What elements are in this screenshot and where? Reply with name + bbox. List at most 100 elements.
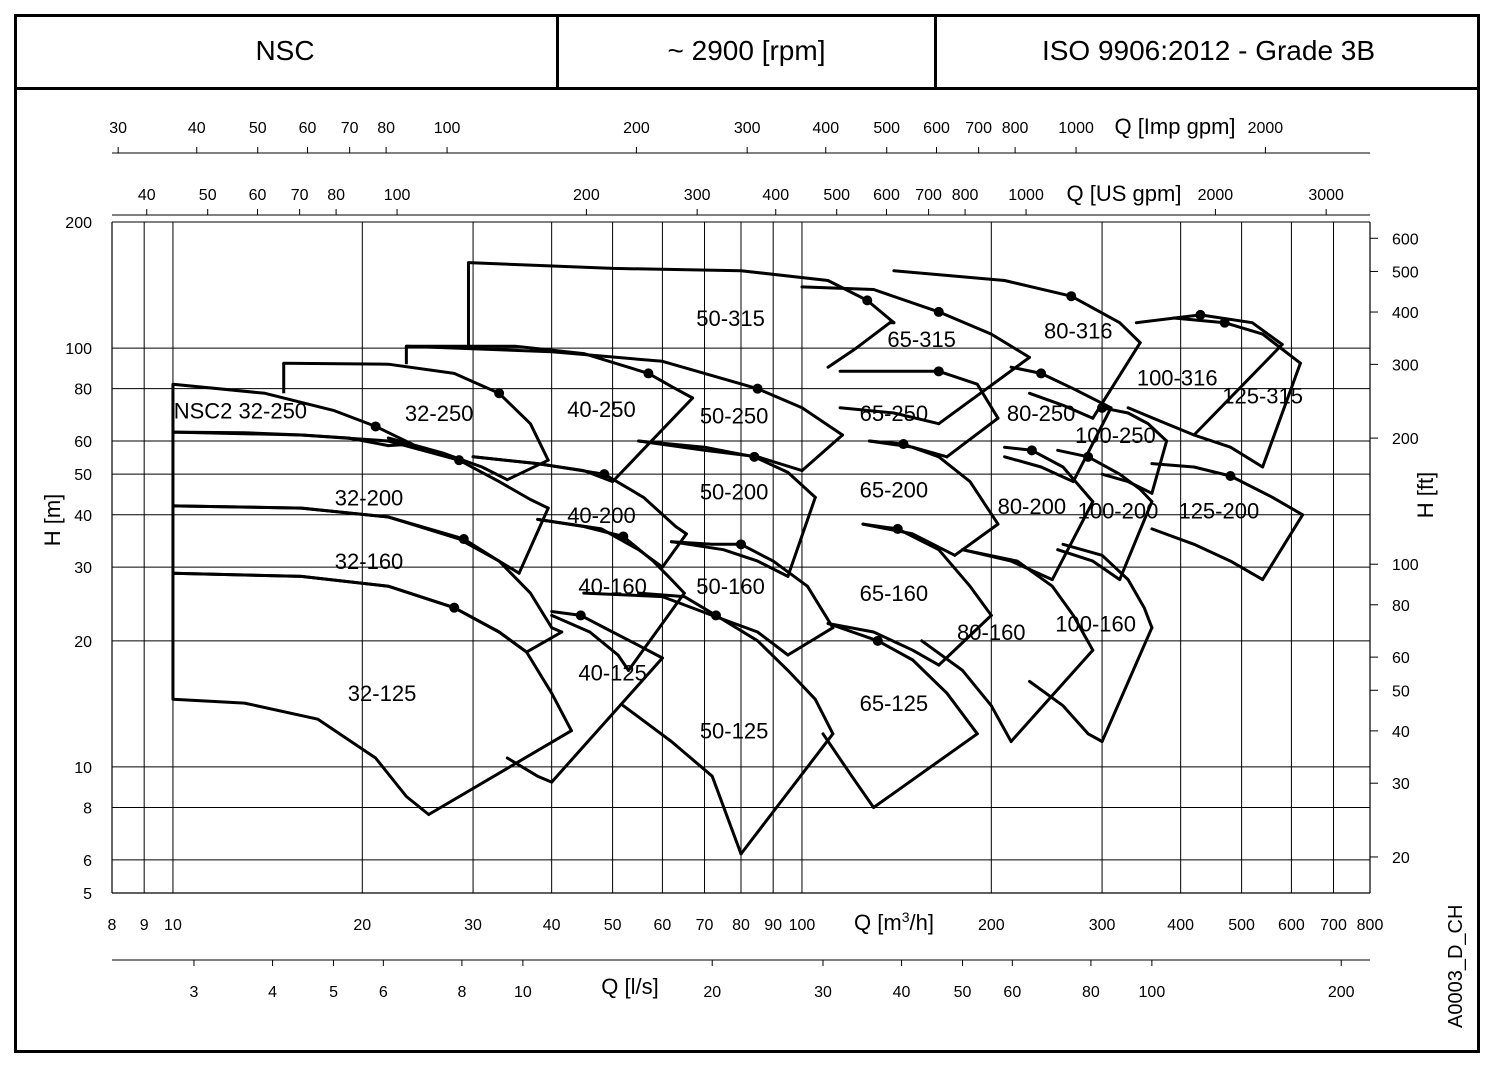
- x-tick-label: 300: [1089, 917, 1116, 934]
- curve-min-impeller: [920, 639, 1013, 743]
- bep-dot: [1036, 368, 1047, 379]
- curve-min-impeller: [1003, 455, 1075, 484]
- bep-dot: [862, 295, 873, 306]
- pump-curve-65-160: [826, 522, 993, 667]
- pump-label: 50-250: [700, 404, 769, 429]
- us_gpm-tick-label: 1000: [1008, 187, 1044, 204]
- pump-label: 50-160: [696, 574, 765, 599]
- us_gpm-tick-label: 2000: [1198, 187, 1234, 204]
- us_gpm-tick-label: 70: [291, 187, 309, 204]
- pump-curve-32-125: [171, 571, 573, 816]
- imp_gpm-tick-label: 30: [109, 120, 127, 137]
- curve-min-impeller: [1100, 472, 1154, 495]
- pump-label: 65-125: [860, 691, 929, 716]
- chart-frame: [14, 14, 1480, 1053]
- pump-curve-32-160: [171, 504, 564, 654]
- x-tick-label: 9: [140, 917, 149, 934]
- pump-curve-40-125: [505, 610, 664, 784]
- header-speed: ~ 2900 [rpm]: [559, 14, 937, 90]
- pump-curve-100-200: [1056, 448, 1154, 582]
- curve-min-impeller: [505, 756, 554, 784]
- x-axis-title: Q [m3/h]: [854, 909, 934, 935]
- pump-curve-50-125: [621, 591, 835, 856]
- l_s-tick-label: 20: [703, 984, 721, 1001]
- curve-min-impeller: [826, 321, 892, 369]
- bep-dot: [892, 523, 903, 534]
- bep-dot: [736, 539, 746, 550]
- pump-label: 80-316: [1044, 319, 1113, 344]
- curve-closure: [1261, 513, 1305, 582]
- axes: 8 9 10 20 30 40 50 60 70 80 90 100 200 300 400 500 600 70…: [40, 114, 1438, 1001]
- pump-label: 32-160: [335, 549, 404, 574]
- us_gpm-tick-label: 80: [327, 187, 345, 204]
- imp_gpm-axis-title: Q [Imp gpm]: [1114, 114, 1235, 139]
- x-tick-label: 100: [789, 917, 816, 934]
- curve-max-impeller: [171, 504, 564, 634]
- pump-label: 40-160: [578, 574, 647, 599]
- curve-max-impeller: [404, 344, 695, 400]
- curve-closure: [1071, 406, 1113, 484]
- l_s-tick-label: 100: [1139, 984, 1166, 1001]
- pump-label: 32-200: [335, 485, 404, 510]
- l_s-tick-label: 5: [329, 984, 338, 1001]
- curve-closure: [786, 626, 835, 657]
- header-model: NSC: [14, 14, 559, 90]
- ft-tick-label: 200: [1392, 431, 1419, 448]
- pump-label: 100-250: [1075, 423, 1156, 448]
- curve-max-impeller: [1003, 445, 1095, 504]
- ft-tick-label: 400: [1392, 305, 1419, 322]
- pump-curve-40-160: [536, 517, 686, 672]
- y-tick-label: 20: [74, 634, 92, 651]
- pump-label: 50-125: [700, 719, 769, 744]
- imp_gpm-tick-label: 60: [299, 120, 317, 137]
- bep-dot: [1083, 451, 1094, 462]
- pump-curve-50-315: [467, 261, 896, 369]
- curve-closure: [872, 732, 979, 809]
- x-tick-label: 10: [164, 917, 182, 934]
- pump-label: 125-315: [1222, 384, 1303, 409]
- pump-curve-125-315: [1172, 316, 1302, 469]
- bep-dot: [370, 421, 381, 432]
- pump-label: 100-160: [1055, 611, 1136, 636]
- curve-min-impeller: [838, 406, 941, 426]
- curve-closure: [786, 495, 817, 578]
- pump-label: NSC2 32-250: [174, 398, 307, 423]
- y-tick-label: 30: [74, 560, 92, 577]
- curve-max-impeller: [826, 622, 979, 736]
- us_gpm-tick-label: 60: [249, 187, 267, 204]
- curve-max-impeller: [961, 548, 1095, 652]
- bep-dot: [449, 602, 460, 613]
- curve-max-impeller: [1056, 448, 1154, 504]
- bep-dot: [458, 534, 469, 545]
- curve-max-impeller: [550, 610, 664, 660]
- x-tick-label: 40: [543, 917, 561, 934]
- curve-max-impeller: [867, 439, 1000, 526]
- us_gpm-tick-label: 3000: [1308, 187, 1344, 204]
- curve-max-impeller: [1172, 316, 1302, 365]
- l_s-tick-label: 8: [457, 984, 466, 1001]
- curve-min-impeller: [821, 732, 876, 809]
- pump-labels: NSC2 32-250 32-250 32-200 32-160 32-125 40-25…: [174, 306, 1303, 744]
- imp_gpm-tick-label: 70: [341, 120, 359, 137]
- l_s-tick-label: 4: [268, 984, 277, 1001]
- x-tick-label: 200: [978, 917, 1005, 934]
- x-tick-label: 20: [353, 917, 371, 934]
- curve-min-impeller: [1192, 433, 1265, 469]
- imp_gpm-tick-label: 50: [249, 120, 267, 137]
- bep-dot: [933, 306, 944, 317]
- curve-min-impeller: [550, 613, 630, 672]
- pump-label: 100-200: [1078, 498, 1159, 523]
- x-tick-label: 400: [1167, 917, 1194, 934]
- l_s-tick-label: 200: [1328, 984, 1355, 1001]
- us_gpm-tick-label: 600: [873, 187, 900, 204]
- curve-max-impeller: [282, 361, 550, 462]
- y-tick-label: 5: [83, 886, 92, 903]
- x-tick-label: 600: [1278, 917, 1305, 934]
- curve-closure: [627, 591, 686, 672]
- l_s-tick-label: 3: [190, 984, 199, 1001]
- curve-closure: [800, 433, 844, 473]
- curve-closure: [1261, 361, 1302, 469]
- x-tick-label: 80: [732, 917, 750, 934]
- imp_gpm-tick-label: 200: [623, 120, 650, 137]
- y-tick-label: 6: [83, 853, 92, 870]
